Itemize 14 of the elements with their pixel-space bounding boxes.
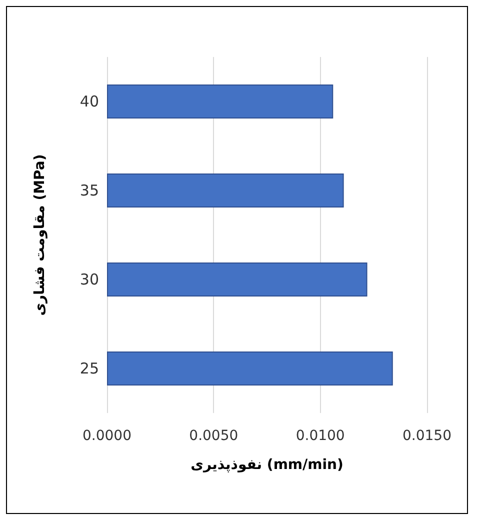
bar <box>107 174 344 208</box>
y-tick-label: 30 <box>80 270 99 288</box>
x-tick-label: 0.0000 <box>82 428 132 444</box>
y-tick-label: 40 <box>80 92 99 110</box>
bar <box>107 262 368 296</box>
y-tick-label: 35 <box>80 182 99 200</box>
x-tick-label: 0.0100 <box>296 428 345 444</box>
y-tick-label: 25 <box>80 360 99 378</box>
bar <box>107 352 393 386</box>
x-tick-label: 0.0150 <box>402 428 452 444</box>
x-axis-title: نفوذپذیری (mm/min) <box>190 457 344 473</box>
x-tick-label: 0.0050 <box>189 428 238 444</box>
y-axis-title: مقاومت فشاری (MPa) <box>32 154 48 316</box>
bar <box>107 84 334 118</box>
